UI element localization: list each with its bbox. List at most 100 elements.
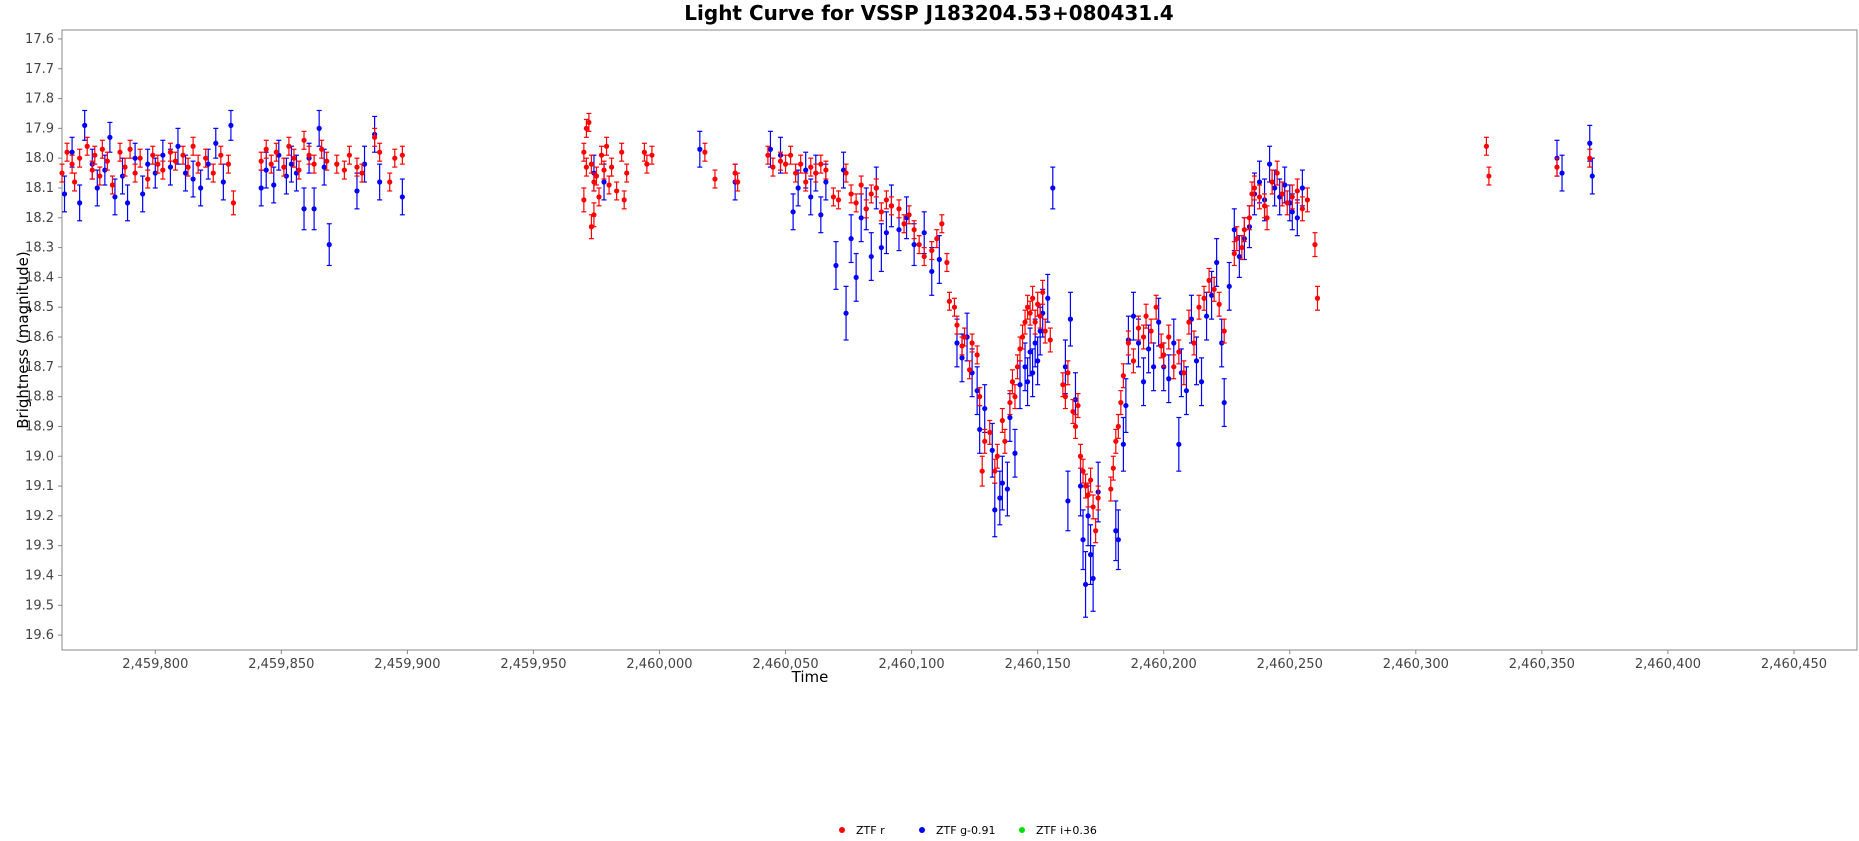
data-point: [319, 139, 325, 159]
y-tick-label: 18.1: [25, 181, 54, 196]
legend-label: ZTF g-0.91: [936, 824, 996, 837]
point-marker: [1012, 450, 1018, 456]
point-marker: [878, 209, 884, 215]
point-marker: [999, 417, 1005, 424]
point-marker: [777, 158, 784, 164]
data-point: [1032, 309, 1038, 335]
point-marker: [1181, 370, 1187, 376]
data-point: [873, 178, 879, 198]
point-marker: [124, 200, 131, 206]
point-marker: [987, 429, 993, 436]
y-tick-label: 18.7: [25, 360, 54, 375]
point-marker: [306, 152, 312, 158]
data-point: [848, 184, 854, 204]
point-marker: [1312, 242, 1318, 248]
plot-area: [61, 29, 1858, 651]
point-marker: [977, 394, 983, 400]
data-point: [301, 130, 307, 150]
data-point: [1211, 276, 1217, 302]
point-marker: [1246, 215, 1253, 221]
data-point: [291, 148, 297, 168]
data-point: [64, 142, 70, 162]
point-marker: [107, 134, 113, 140]
data-point: [1181, 360, 1187, 386]
data-point: [1030, 348, 1036, 398]
point-marker: [167, 164, 174, 170]
data-point: [1191, 330, 1197, 356]
point-marker: [283, 173, 289, 179]
data-point: [906, 205, 912, 225]
data-point: [1123, 378, 1129, 434]
point-marker: [765, 152, 771, 158]
point-marker: [1143, 313, 1149, 319]
data-point: [878, 202, 884, 222]
data-point: [793, 163, 799, 183]
y-tick-label: 18.3: [25, 241, 54, 256]
point-marker: [1037, 328, 1043, 334]
data-point: [921, 211, 927, 255]
point-marker: [1065, 498, 1071, 504]
data-point: [992, 458, 998, 484]
y-tick-label: 18.0: [25, 151, 54, 166]
point-marker: [767, 146, 774, 152]
data-point: [175, 127, 181, 165]
data-point: [210, 163, 216, 183]
data-point: [1118, 390, 1124, 416]
point-marker: [803, 167, 809, 173]
point-marker: [936, 256, 942, 263]
point-marker: [808, 194, 814, 200]
point-marker: [787, 152, 794, 158]
data-point: [377, 142, 383, 162]
x-tick-label: 2,459,950: [500, 657, 566, 672]
data-point: [399, 178, 405, 216]
data-point: [868, 232, 874, 281]
point-marker: [868, 253, 874, 260]
data-point: [1027, 300, 1033, 326]
data-point: [951, 297, 958, 317]
data-point: [263, 139, 269, 159]
point-marker: [1130, 313, 1137, 319]
point-marker: [1090, 504, 1096, 510]
data-point: [1115, 509, 1121, 571]
data-point: [989, 422, 995, 478]
x-tick-label: 2,460,200: [1131, 657, 1197, 672]
point-marker: [311, 206, 317, 212]
point-marker: [1022, 319, 1028, 325]
data-point: [1226, 261, 1232, 311]
data-point: [1234, 226, 1240, 252]
point-marker: [1032, 319, 1038, 325]
data-point: [1087, 467, 1094, 493]
data-point: [883, 211, 889, 255]
point-marker: [624, 170, 630, 176]
point-marker: [203, 155, 209, 161]
point-marker: [1191, 340, 1197, 346]
point-marker: [858, 182, 864, 188]
data-point: [603, 136, 610, 156]
point-marker: [377, 179, 383, 185]
data-point: [1559, 154, 1565, 192]
point-marker: [911, 242, 917, 248]
point-marker: [1171, 364, 1177, 370]
legend-item: ZTF g-0.91: [919, 824, 996, 837]
data-point: [994, 443, 1000, 469]
data-point: [286, 136, 292, 156]
data-point: [606, 175, 612, 195]
legend-label: ZTF i+0.36: [1036, 824, 1097, 837]
data-point: [977, 404, 983, 454]
point-marker: [230, 200, 237, 206]
point-marker: [89, 167, 95, 173]
point-marker: [175, 143, 181, 149]
point-marker: [1176, 441, 1182, 447]
data-point: [59, 163, 65, 183]
data-point: [89, 160, 95, 180]
y-tick-label: 18.9: [25, 419, 54, 434]
point-marker: [1299, 185, 1305, 191]
point-marker: [94, 185, 100, 191]
point-marker: [944, 259, 950, 266]
point-marker: [1211, 286, 1217, 292]
data-point: [1201, 285, 1207, 311]
data-point: [72, 172, 78, 192]
y-tick-label: 18.2: [25, 211, 54, 226]
point-marker: [1080, 537, 1086, 543]
point-marker: [167, 149, 174, 155]
